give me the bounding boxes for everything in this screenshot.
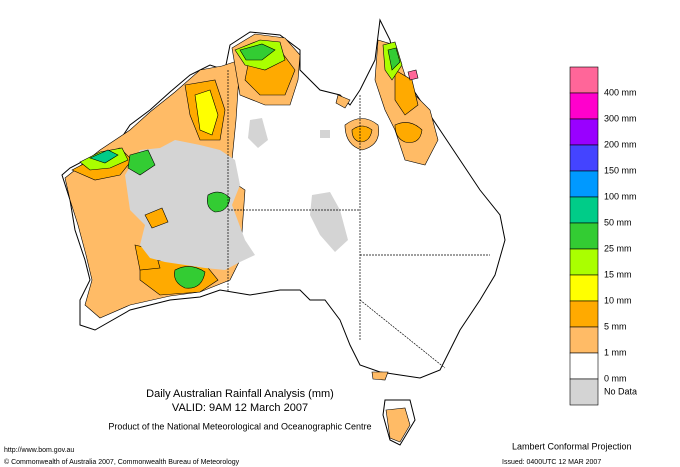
projection: Lambert Conformal Projection [512,441,632,451]
legend-label: 50 mm [604,217,632,227]
legend-swatch [569,274,599,302]
legend-swatch [569,118,599,146]
legend-swatch [569,196,599,224]
legend-label: 0 mm [604,373,627,383]
no-data-area [125,118,348,270]
rainfall-shading-2 [127,149,231,289]
map-title: Daily Australian Rainfall Analysis (mm) [146,388,334,400]
legend-swatch [569,352,599,380]
legend-swatch [569,300,599,328]
legend-label: 5 mm [604,321,627,331]
legend-swatch [569,248,599,276]
legend-label: 15 mm [604,269,632,279]
legend-swatch [569,326,599,354]
legend: 400 mm 300 mm 200 mm 150 mm 100 mm 50 mm 25 mm… [569,66,637,406]
legend-label: 25 mm [604,243,632,253]
copyright: © Commonwealth of Australia 2007, Common… [4,458,240,466]
legend-label: No Data [604,386,637,396]
product-credit: Product of the National Meteorological a… [108,421,371,431]
legend-swatch [569,378,599,406]
legend-swatch [569,170,599,198]
valid-time: VALID: 9AM 12 March 2007 [172,402,308,414]
state-borders [227,70,490,369]
legend-label: 1 mm [604,347,627,357]
legend-swatch [569,144,599,172]
legend-label: 200 mm [604,139,637,149]
issued-time: Issued: 0400UTC 12 MAR 2007 [502,459,601,466]
legend-swatch [569,66,599,94]
legend-label: 10 mm [604,295,632,305]
legend-swatch [569,92,599,120]
tasmania-shading [385,407,411,443]
legend-label: 150 mm [604,165,637,175]
legend-label: 100 mm [604,191,637,201]
legend-label: 400 mm [604,87,637,97]
legend-label: 300 mm [604,113,637,123]
website-url: http://www.bom.gov.au [4,447,74,454]
legend-swatch [569,222,599,250]
victoria-coast-shading [371,371,389,381]
